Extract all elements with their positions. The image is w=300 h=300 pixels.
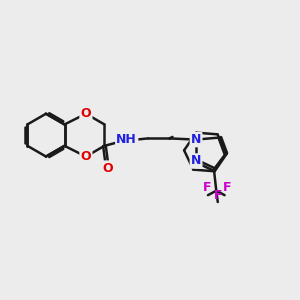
Text: O: O — [102, 162, 113, 175]
Text: N: N — [191, 154, 201, 167]
Text: F: F — [222, 181, 231, 194]
Text: NH: NH — [116, 134, 137, 146]
Text: O: O — [81, 150, 91, 163]
Text: F: F — [214, 189, 222, 202]
Text: O: O — [81, 107, 91, 120]
Text: F: F — [203, 181, 212, 194]
Text: N: N — [191, 133, 201, 146]
